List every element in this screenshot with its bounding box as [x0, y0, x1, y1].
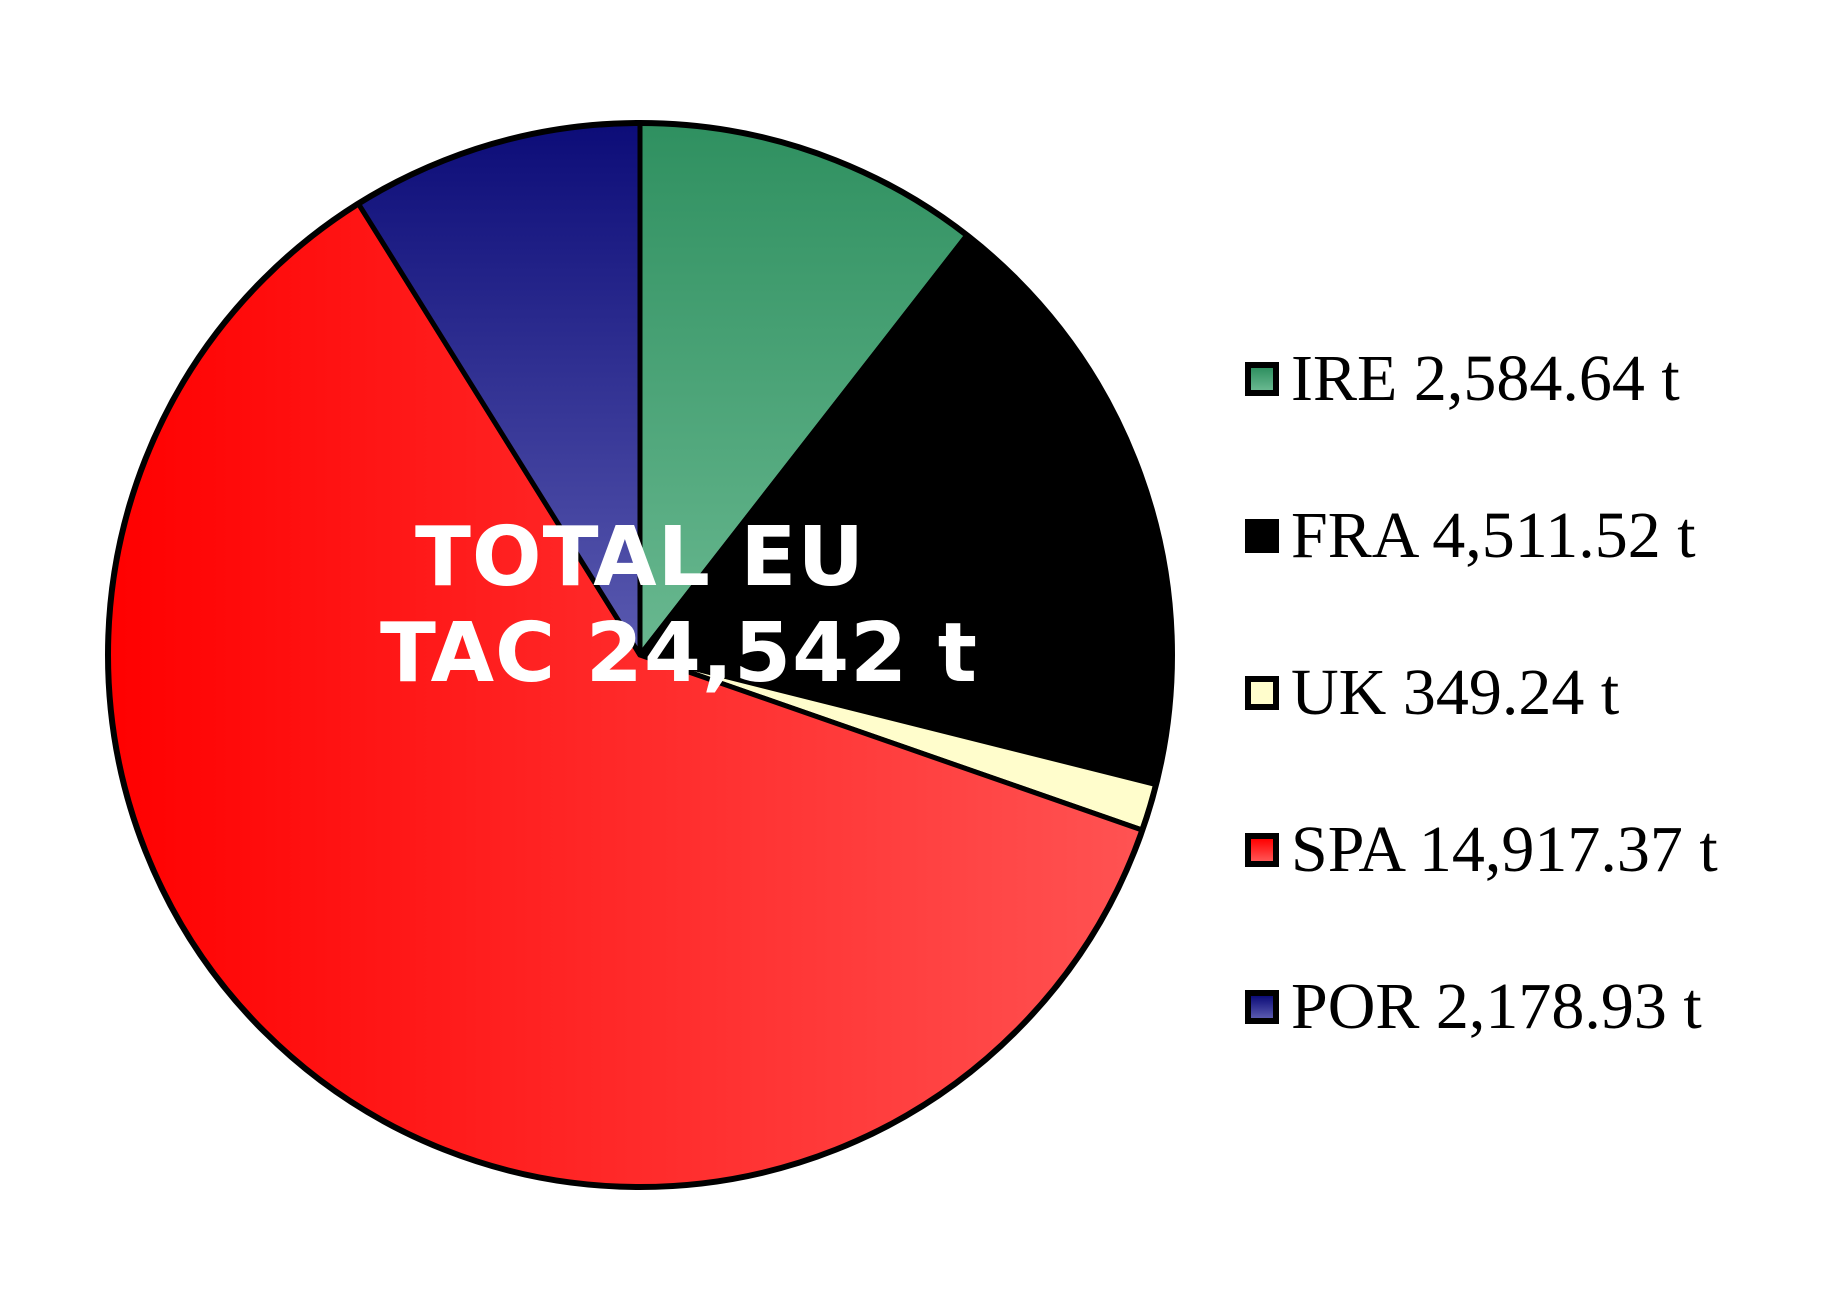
- legend-item-fra: FRA 4,511.52 t: [1245, 457, 1825, 614]
- legend-swatch-fra: [1245, 518, 1279, 553]
- total-annotation: TOTAL EU TAC 24,542 t: [380, 510, 978, 702]
- legend-label-por: POR 2,178.93 t: [1291, 969, 1702, 1043]
- legend-swatch-uk: [1245, 675, 1279, 710]
- total-annotation-line-1: TOTAL EU: [414, 510, 866, 605]
- legend-label-ire: IRE 2,584.64 t: [1291, 341, 1680, 415]
- pie-outline: [105, 120, 1175, 1190]
- legend-item-spa: SPA 14,917.37 t: [1245, 771, 1825, 928]
- legend-label-spa: SPA 14,917.37 t: [1291, 812, 1718, 886]
- legend-item-uk: UK 349.24 t: [1245, 614, 1825, 771]
- legend-swatch-por: [1245, 989, 1279, 1024]
- legend-swatch-spa: [1245, 832, 1279, 867]
- total-annotation-line-2: TAC 24,542 t: [380, 606, 978, 701]
- legend: IRE 2,584.64 t FRA 4,511.52 t UK 349.24 t S…: [1245, 300, 1825, 1085]
- legend-label-fra: FRA 4,511.52 t: [1291, 498, 1696, 572]
- pie-slices: [105, 120, 1175, 1190]
- legend-swatch-ire: [1245, 361, 1279, 396]
- legend-label-uk: UK 349.24 t: [1291, 655, 1620, 729]
- legend-item-ire: IRE 2,584.64 t: [1245, 300, 1825, 457]
- legend-item-por: POR 2,178.93 t: [1245, 928, 1825, 1085]
